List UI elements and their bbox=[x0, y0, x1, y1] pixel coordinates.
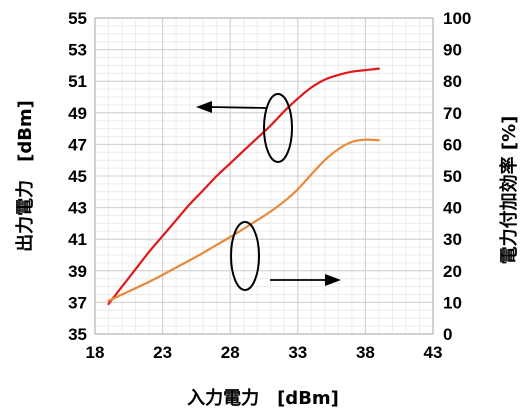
left-arrow-shaft bbox=[209, 106, 267, 109]
y-left-tick-label: 55 bbox=[68, 9, 87, 28]
y-left-tick-label: 53 bbox=[68, 41, 87, 60]
y-left-tick-label: 45 bbox=[68, 167, 87, 186]
y-right-tick-label: 90 bbox=[443, 41, 462, 60]
x-tick-labels: 18 23 28 33 38 43 bbox=[86, 343, 443, 362]
y-right-tick-label: 80 bbox=[443, 72, 462, 91]
y-right-tick-label: 70 bbox=[443, 104, 462, 123]
y-left-tick-label: 39 bbox=[68, 262, 87, 281]
y-right-tick-label: 0 bbox=[443, 325, 452, 344]
y-left-tick-label: 43 bbox=[68, 199, 87, 218]
y-right-tick-labels: 0 10 20 30 40 50 60 70 80 90 100 bbox=[443, 9, 471, 344]
x-tick-label: 33 bbox=[288, 343, 307, 362]
y-right-tick-label: 40 bbox=[443, 199, 462, 218]
x-tick-label: 23 bbox=[153, 343, 172, 362]
y-right-tick-label: 10 bbox=[443, 293, 462, 312]
y-right-tick-label: 20 bbox=[443, 262, 462, 281]
x-tick-label: 43 bbox=[424, 343, 443, 362]
y-left-tick-label: 51 bbox=[68, 72, 87, 91]
right-arrow-head bbox=[325, 274, 341, 286]
y-left-tick-labels: 35 37 39 41 43 45 47 49 51 53 55 bbox=[68, 9, 87, 344]
y-right-tick-label: 100 bbox=[443, 9, 471, 28]
left-axis-ellipse bbox=[263, 93, 293, 163]
x-axis-label: 入力電力 [dBm] bbox=[187, 388, 339, 409]
y-right-tick-label: 50 bbox=[443, 167, 462, 186]
y-left-tick-label: 49 bbox=[68, 104, 87, 123]
right-axis-ellipse bbox=[230, 221, 260, 291]
y-left-tick-label: 37 bbox=[68, 293, 87, 312]
y-right-tick-label: 60 bbox=[443, 135, 462, 154]
y-left-tick-label: 35 bbox=[68, 325, 87, 344]
x-tick-label: 28 bbox=[221, 343, 240, 362]
y-left-tick-label: 41 bbox=[68, 230, 87, 249]
plot-area bbox=[94, 17, 434, 335]
left-arrow-head bbox=[196, 101, 212, 113]
series-line-right-axis bbox=[107, 138, 380, 302]
series-layer bbox=[107, 67, 380, 306]
y-right-axis-label: 電力付加効率 [%] bbox=[498, 116, 520, 265]
x-tick-label: 18 bbox=[86, 343, 105, 362]
y-left-tick-label: 47 bbox=[68, 135, 87, 154]
y-left-axis-label: 出力電力 [dBm] bbox=[14, 100, 36, 252]
series-line-left-axis bbox=[107, 67, 380, 306]
y-right-tick-label: 30 bbox=[443, 230, 462, 249]
annotations bbox=[196, 93, 341, 291]
x-tick-label: 38 bbox=[356, 343, 375, 362]
